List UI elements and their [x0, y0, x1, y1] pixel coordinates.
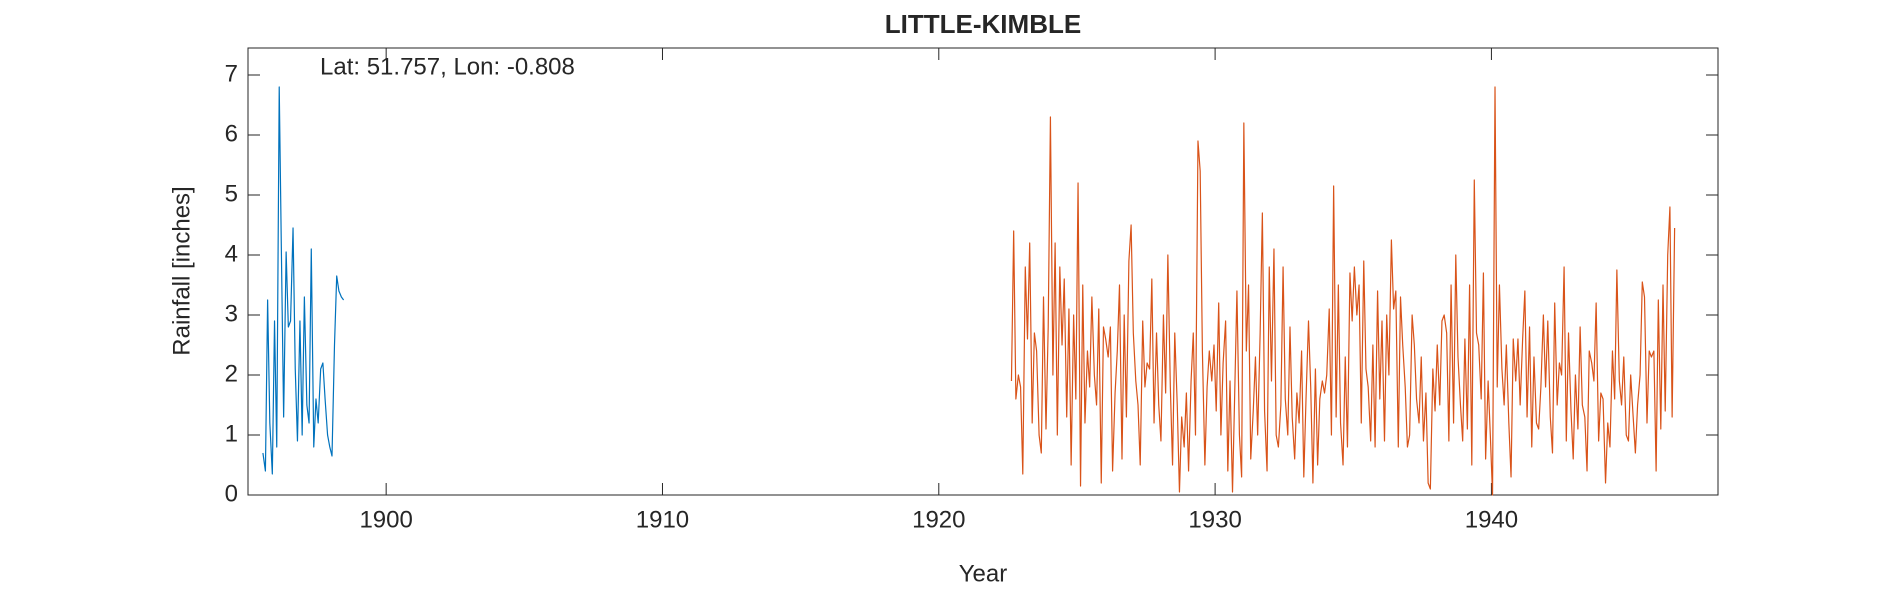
- x-tick-label: 1910: [636, 506, 689, 533]
- series-line: [1010, 86, 1676, 496]
- annotation: Lat: 51.757, Lon: -0.808: [320, 53, 575, 80]
- y-tick-label: 3: [225, 300, 238, 327]
- x-tick-label: 1940: [1465, 506, 1518, 533]
- y-tick-label: 1: [225, 420, 238, 447]
- y-tick-label: 0: [225, 480, 238, 507]
- y-axis-label: Rainfall [inches]: [168, 186, 195, 355]
- x-tick-label: 1930: [1188, 506, 1241, 533]
- series-line: [262, 86, 345, 475]
- y-tick-label: 5: [225, 180, 238, 207]
- chart-title: LITTLE-KIMBLE: [885, 9, 1081, 39]
- y-tick-label: 7: [225, 60, 238, 87]
- axes-box: [247, 47, 1719, 496]
- x-tick-label: 1920: [912, 506, 965, 533]
- x-axis-label: Year: [959, 560, 1008, 587]
- y-tick-label: 6: [225, 120, 238, 147]
- y-tick-label: 4: [225, 240, 238, 267]
- x-tick-label: 1900: [359, 506, 412, 533]
- y-tick-label: 2: [225, 360, 238, 387]
